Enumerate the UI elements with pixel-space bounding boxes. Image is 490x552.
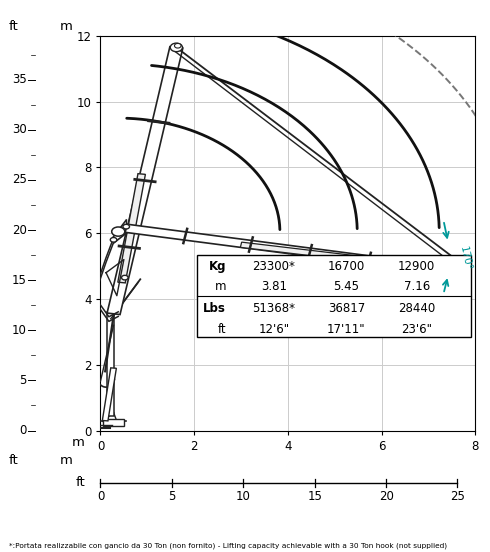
Text: ft: ft: [76, 476, 86, 490]
Polygon shape: [118, 174, 146, 283]
Text: 0: 0: [97, 490, 104, 503]
Text: m: m: [60, 20, 73, 33]
Polygon shape: [107, 46, 183, 315]
Text: 5: 5: [20, 374, 27, 387]
Text: ft: ft: [9, 454, 19, 468]
Text: 23300*: 23300*: [252, 259, 295, 273]
Text: *:Portata realizzabile con gancio da 30 Ton (non fornito) - Lifting capacity ach: *:Portata realizzabile con gancio da 30 …: [9, 543, 447, 549]
Text: m: m: [60, 454, 73, 468]
Text: 7.16: 7.16: [404, 280, 430, 293]
Text: 5: 5: [168, 490, 175, 503]
Text: 15: 15: [307, 490, 322, 503]
Circle shape: [122, 275, 128, 280]
Circle shape: [112, 227, 125, 236]
Text: ft: ft: [218, 323, 226, 336]
Polygon shape: [103, 419, 124, 426]
Polygon shape: [449, 259, 463, 285]
Text: 15: 15: [12, 274, 27, 286]
Text: 25: 25: [12, 173, 27, 187]
Text: 20: 20: [379, 490, 393, 503]
Text: Kg: Kg: [209, 259, 226, 273]
Text: 12900: 12900: [398, 259, 435, 273]
Circle shape: [170, 43, 182, 52]
Text: 30: 30: [12, 123, 27, 136]
Text: 28440: 28440: [398, 302, 435, 315]
Text: ft: ft: [9, 20, 19, 33]
Text: 35: 35: [12, 73, 27, 86]
Text: 10: 10: [12, 324, 27, 337]
Text: 25: 25: [450, 490, 465, 503]
Text: 3.81: 3.81: [261, 280, 287, 293]
Polygon shape: [241, 242, 455, 273]
Text: m: m: [215, 280, 226, 293]
Text: 10: 10: [236, 490, 251, 503]
Text: 36817: 36817: [328, 302, 365, 315]
Text: 16700: 16700: [328, 259, 365, 273]
Text: m: m: [72, 436, 85, 449]
Circle shape: [110, 237, 117, 242]
Text: 51368*: 51368*: [252, 302, 295, 315]
Polygon shape: [125, 224, 455, 275]
Circle shape: [123, 224, 129, 229]
Polygon shape: [107, 312, 114, 416]
Polygon shape: [102, 368, 116, 421]
Text: 170°: 170°: [458, 246, 472, 272]
Text: 17'11": 17'11": [327, 323, 366, 336]
Circle shape: [452, 283, 460, 289]
FancyBboxPatch shape: [196, 254, 470, 337]
Text: Lbs: Lbs: [203, 302, 226, 315]
Text: 20: 20: [12, 224, 27, 237]
Text: 23'6": 23'6": [401, 323, 432, 336]
Text: 0: 0: [20, 424, 27, 437]
Text: 5.45: 5.45: [334, 280, 360, 293]
Circle shape: [174, 44, 181, 48]
Text: 12'6": 12'6": [258, 323, 290, 336]
